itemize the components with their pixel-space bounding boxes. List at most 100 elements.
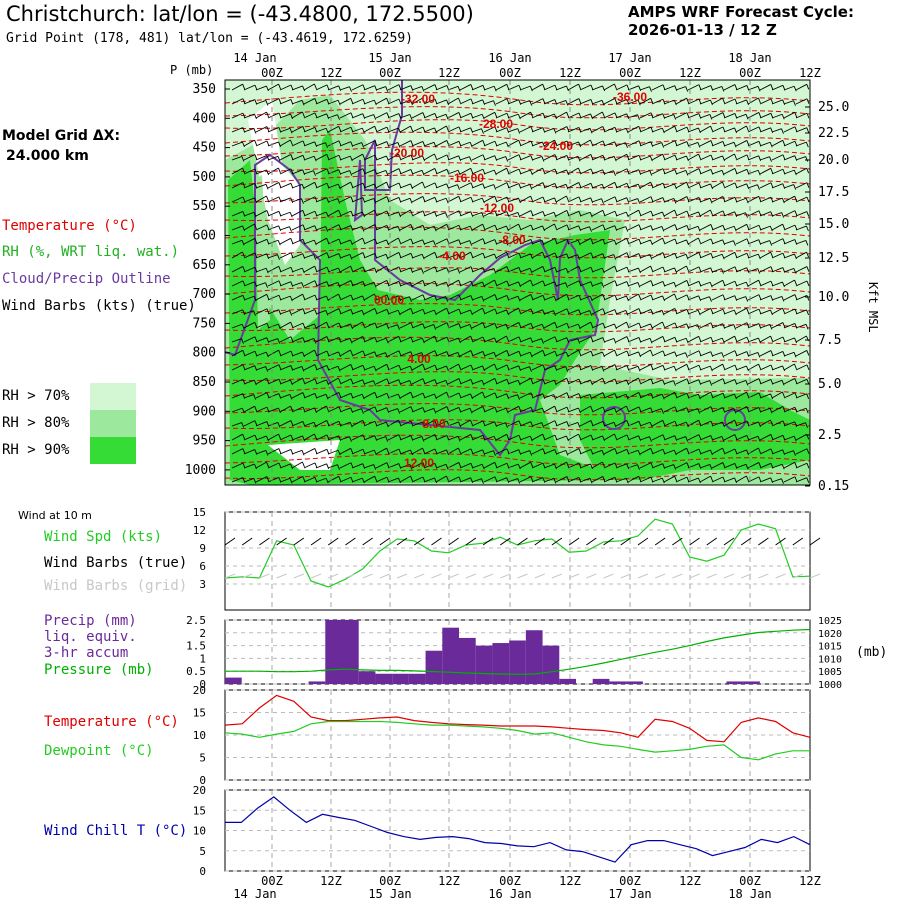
xs-wind-barb bbox=[771, 281, 783, 287]
xs-wind-barb-flag bbox=[398, 84, 402, 90]
xs-wind-barb bbox=[543, 379, 555, 385]
xs-wind-barb bbox=[795, 98, 808, 105]
xs-wind-barb bbox=[603, 170, 614, 175]
xs-wind-barb-flag bbox=[614, 433, 617, 440]
wind-barb-true bbox=[792, 537, 804, 546]
xs-wind-barb bbox=[783, 279, 795, 287]
xs-wind-barb bbox=[795, 156, 806, 161]
wind-barb-grid bbox=[293, 573, 305, 579]
xs-wind-barb bbox=[435, 296, 446, 301]
wind-barb-grid bbox=[276, 573, 287, 579]
xs-wind-barb bbox=[603, 433, 615, 441]
xs-wind-barb bbox=[735, 351, 748, 357]
temp-contour bbox=[225, 336, 810, 351]
xs-wind-barb-flag bbox=[686, 181, 689, 188]
xs-wind-barb-flag bbox=[542, 350, 546, 356]
precip-bar bbox=[726, 681, 744, 684]
xs-wind-barb bbox=[495, 98, 508, 105]
legend-swatch-rh-70 bbox=[90, 383, 136, 410]
xs-wind-barb-flag bbox=[758, 112, 762, 118]
wind-barb-true bbox=[224, 537, 236, 546]
xs-wind-barb bbox=[639, 476, 652, 483]
xs-wind-barb bbox=[567, 98, 580, 105]
xs-wind-barb bbox=[651, 393, 663, 399]
xs-wind-barb bbox=[651, 434, 664, 441]
xs-wind-barb bbox=[291, 253, 303, 259]
xs-wind-barb bbox=[495, 335, 507, 343]
xs-wind-barb-flag bbox=[254, 139, 257, 146]
xs-wind-barb-flag bbox=[493, 268, 497, 274]
xs-wind-barb-flag bbox=[361, 477, 365, 484]
xs-wind-barb bbox=[327, 169, 339, 175]
xs-wind-barb bbox=[591, 253, 603, 259]
xs-wind-barb bbox=[255, 282, 266, 287]
xs-wind-barb bbox=[759, 477, 771, 483]
xs-wind-barb bbox=[663, 154, 676, 161]
xs-wind-barb bbox=[615, 113, 627, 119]
xs-wind-barb bbox=[303, 349, 315, 357]
xs-wind-barb bbox=[399, 464, 411, 469]
xs-wind-barb bbox=[363, 322, 376, 329]
xs-wind-barb bbox=[591, 322, 604, 329]
wind-barb-grid bbox=[775, 573, 786, 579]
xs-wind-barb bbox=[363, 351, 375, 357]
xs-wind-barb bbox=[351, 448, 364, 455]
xs-wind-barb bbox=[615, 168, 628, 175]
xs-wind-barb-flag bbox=[373, 464, 377, 470]
xs-wind-barb-flag bbox=[626, 84, 630, 91]
xs-wind-barb bbox=[675, 462, 688, 469]
xs-wind-barb bbox=[483, 351, 495, 357]
xs-wind-barb-flag bbox=[722, 476, 726, 483]
xs-wind-barb bbox=[255, 100, 267, 105]
xs-wind-barb bbox=[771, 420, 784, 427]
xs-wind-barb-flag bbox=[350, 294, 354, 301]
xs-wind-barb bbox=[375, 323, 387, 329]
xs-wind-barb bbox=[291, 351, 303, 357]
xs-wind-barb bbox=[639, 447, 651, 455]
xs-wind-barb bbox=[531, 338, 542, 343]
xs-wind-barb-flag bbox=[793, 86, 797, 92]
xs-wind-barb bbox=[711, 210, 724, 217]
wind-barb-true bbox=[293, 537, 305, 546]
xs-wind-barb-flag bbox=[349, 254, 353, 260]
xs-wind-barb bbox=[363, 99, 375, 105]
xs-wind-barb bbox=[291, 224, 304, 231]
wind-barb-true bbox=[345, 537, 356, 546]
xs-wind-barb-flag bbox=[338, 392, 342, 398]
xs-wind-barb bbox=[567, 349, 579, 357]
xs-wind-barb bbox=[363, 267, 375, 273]
xs-wind-barb bbox=[303, 393, 316, 399]
xs-wind-barb bbox=[399, 85, 412, 91]
xs-wind-barb-flag bbox=[566, 210, 570, 216]
top-date-label: 14 Jan bbox=[233, 51, 276, 65]
xs-wind-barb-flag bbox=[805, 324, 809, 330]
xs-wind-barb bbox=[543, 295, 555, 301]
xs-wind-barb-flag bbox=[805, 422, 808, 428]
xs-wind-barb-flag bbox=[662, 84, 666, 90]
xs-wind-barb bbox=[447, 268, 458, 273]
xs-wind-barb-flag bbox=[746, 308, 750, 314]
xs-wind-barb bbox=[567, 225, 579, 231]
kft-tick-label: 20.0 bbox=[818, 153, 849, 168]
xs-wind-barb bbox=[663, 464, 674, 469]
xs-wind-barb bbox=[603, 462, 616, 469]
xs-wind-barb bbox=[471, 307, 483, 315]
xs-wind-barb bbox=[711, 279, 723, 287]
xs-wind-barb bbox=[483, 363, 495, 371]
xs-wind-barb bbox=[711, 181, 723, 189]
xs-wind-barb-flag bbox=[374, 209, 377, 216]
xs-wind-barb bbox=[351, 336, 364, 343]
xs-wind-barb-flag bbox=[422, 112, 426, 118]
xs-wind-barb bbox=[507, 405, 519, 413]
xs-wind-barb bbox=[555, 195, 567, 203]
xs-wind-barb-flag bbox=[721, 352, 725, 358]
xs-wind-barb-flag bbox=[349, 436, 352, 442]
pressure-tick-label: 400 bbox=[193, 111, 216, 126]
xs-wind-barb-flag bbox=[457, 253, 461, 260]
xs-wind-barb bbox=[447, 126, 460, 133]
xs-wind-barb bbox=[555, 293, 567, 301]
pressure-tick-label: 1000 bbox=[818, 680, 842, 691]
xs-wind-barb bbox=[231, 349, 243, 357]
xs-wind-barb bbox=[291, 435, 303, 441]
xs-wind-barb-flag bbox=[758, 196, 762, 202]
